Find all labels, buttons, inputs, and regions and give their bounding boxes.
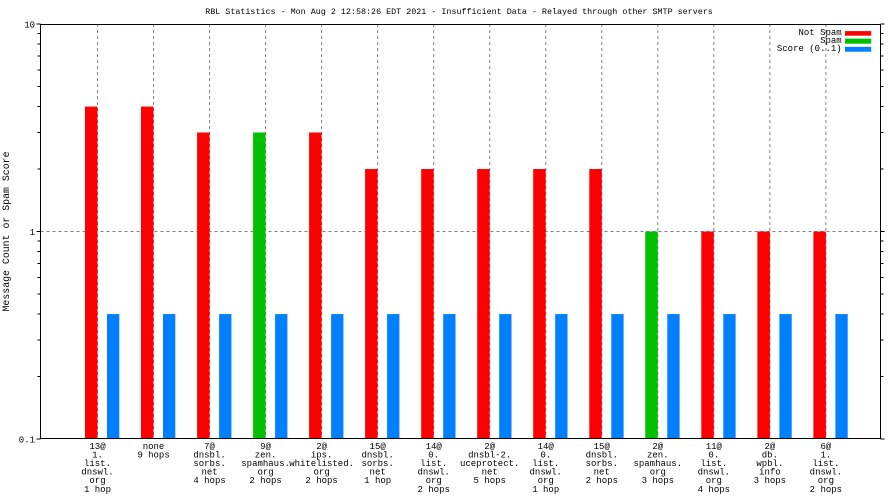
svg-text:9 hops: 9 hops — [137, 451, 169, 461]
svg-text:2 hops: 2 hops — [586, 476, 618, 486]
svg-text:10: 10 — [24, 21, 35, 31]
svg-text:5 hops: 5 hops — [474, 476, 506, 486]
svg-text:0.1: 0.1 — [19, 436, 35, 446]
svg-text:2 hops: 2 hops — [305, 476, 337, 486]
svg-text:2 hops: 2 hops — [249, 476, 281, 486]
svg-text:3 hops: 3 hops — [642, 476, 674, 486]
svg-text:1 hop: 1 hop — [84, 485, 111, 495]
svg-text:4 hops: 4 hops — [698, 485, 730, 495]
svg-text:4 hops: 4 hops — [193, 476, 225, 486]
svg-text:1 hop: 1 hop — [532, 485, 559, 495]
svg-text:1 hop: 1 hop — [364, 476, 391, 486]
svg-text:Score (0..1): Score (0..1) — [777, 44, 842, 54]
svg-text:3 hops: 3 hops — [754, 476, 786, 486]
svg-text:RBL Statistics - Mon Aug 2 12: RBL Statistics - Mon Aug 2 12:58:26 EDT … — [205, 7, 713, 17]
svg-text:1: 1 — [30, 228, 35, 238]
svg-text:Message Count or Spam Score: Message Count or Spam Score — [1, 151, 12, 311]
svg-text:2 hops: 2 hops — [417, 485, 449, 495]
svg-text:2 hops: 2 hops — [810, 485, 842, 495]
